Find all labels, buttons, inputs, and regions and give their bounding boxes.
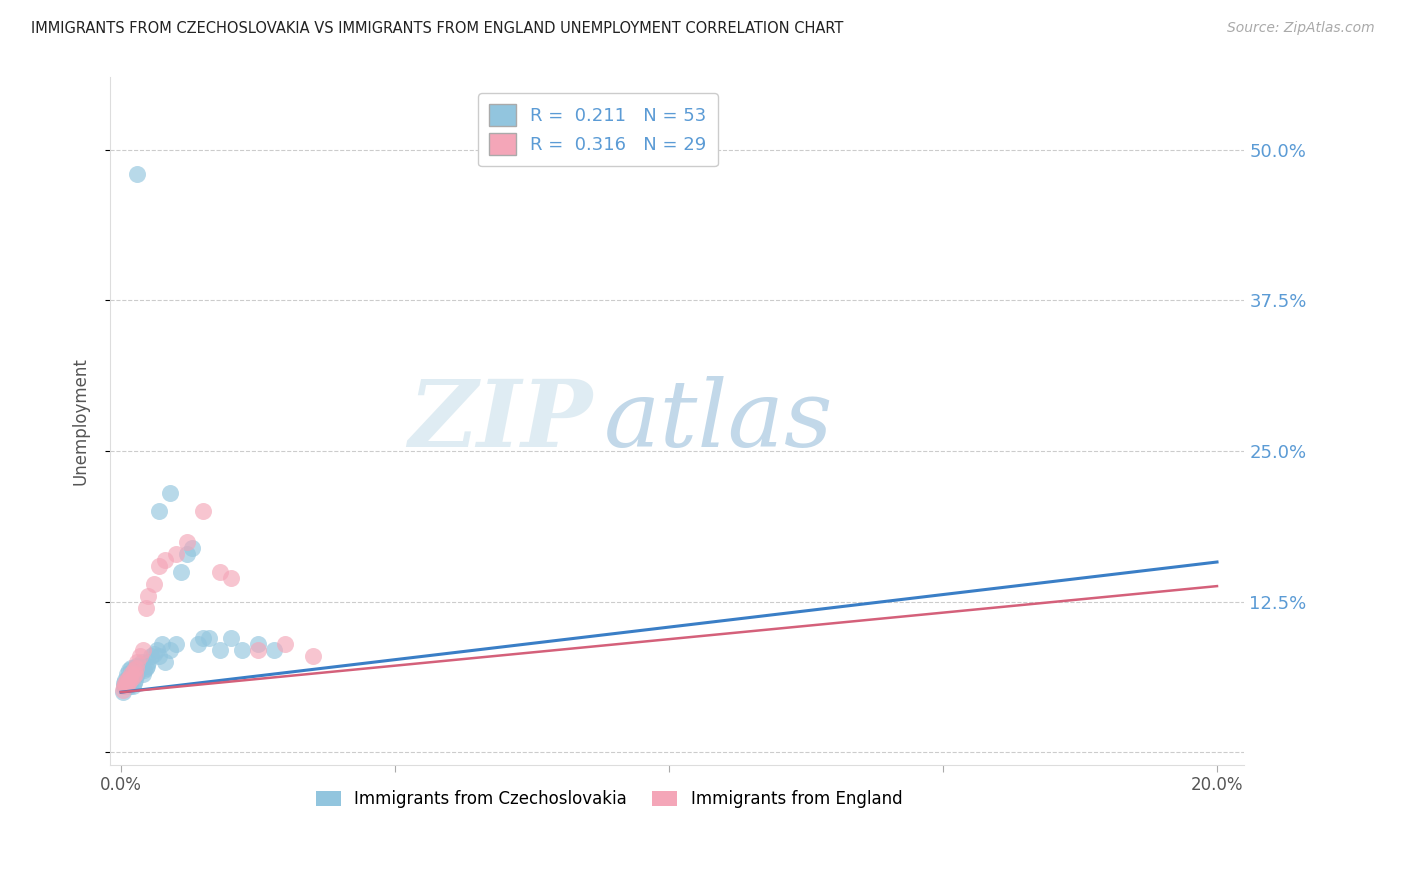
Point <box>121 669 143 683</box>
Point <box>115 678 138 692</box>
Point <box>127 655 149 669</box>
Text: Source: ZipAtlas.com: Source: ZipAtlas.com <box>1227 21 1375 36</box>
Point <box>170 565 193 579</box>
Point <box>159 486 181 500</box>
Point <box>231 643 253 657</box>
Point <box>145 643 167 657</box>
Point <box>132 664 155 678</box>
Point <box>114 675 136 690</box>
Point <box>131 655 153 669</box>
Point <box>197 631 219 645</box>
Point <box>122 664 145 678</box>
Point <box>135 661 157 675</box>
Point <box>176 547 198 561</box>
Text: IMMIGRANTS FROM CZECHOSLOVAKIA VS IMMIGRANTS FROM ENGLAND UNEMPLOYMENT CORRELATI: IMMIGRANTS FROM CZECHOSLOVAKIA VS IMMIGR… <box>31 21 844 37</box>
Point <box>120 673 142 687</box>
Point <box>219 571 242 585</box>
Point <box>112 679 135 693</box>
Point <box>115 667 138 681</box>
Point <box>193 631 215 645</box>
Point <box>153 655 176 669</box>
Point <box>176 534 198 549</box>
Point <box>165 637 187 651</box>
Point <box>112 675 135 690</box>
Point <box>117 675 139 690</box>
Point <box>114 673 136 687</box>
Point <box>120 673 142 687</box>
Point <box>118 671 141 685</box>
Point <box>247 643 270 657</box>
Point <box>141 648 163 663</box>
Point <box>118 679 141 693</box>
Point <box>136 658 159 673</box>
Point <box>148 558 170 573</box>
Point <box>129 661 152 675</box>
Point <box>124 667 146 681</box>
Point <box>301 648 323 663</box>
Point <box>142 647 165 661</box>
Text: ZIP: ZIP <box>408 376 592 466</box>
Point <box>159 643 181 657</box>
Point <box>128 664 150 678</box>
Point <box>121 679 143 693</box>
Y-axis label: Unemployment: Unemployment <box>72 357 89 485</box>
Point <box>135 600 157 615</box>
Point <box>138 589 160 603</box>
Point <box>120 661 142 675</box>
Point <box>132 667 155 681</box>
Legend: Immigrants from Czechoslovakia, Immigrants from England: Immigrants from Czechoslovakia, Immigran… <box>309 783 908 814</box>
Point <box>121 671 143 685</box>
Point <box>208 565 231 579</box>
Point <box>193 504 215 518</box>
Point <box>148 504 170 518</box>
Point <box>111 685 134 699</box>
Point <box>124 661 146 675</box>
Point <box>115 673 138 687</box>
Point <box>127 667 149 681</box>
Point <box>181 541 204 555</box>
Text: atlas: atlas <box>603 376 832 466</box>
Point <box>125 661 148 675</box>
Point <box>247 637 270 651</box>
Point <box>263 643 285 657</box>
Point <box>148 648 170 663</box>
Point <box>122 664 145 678</box>
Point <box>112 679 135 693</box>
Point <box>111 682 134 697</box>
Point <box>117 675 139 690</box>
Point <box>128 658 150 673</box>
Point <box>165 547 187 561</box>
Point <box>124 673 146 687</box>
Point <box>138 655 160 669</box>
Point <box>117 671 139 685</box>
Point <box>122 675 145 690</box>
Point <box>115 673 138 687</box>
Point <box>118 678 141 692</box>
Point <box>142 576 165 591</box>
Point <box>122 667 145 681</box>
Point <box>187 637 209 651</box>
Point <box>125 658 148 673</box>
Point <box>153 552 176 566</box>
Point <box>132 643 155 657</box>
Point <box>129 648 152 663</box>
Point <box>219 631 242 645</box>
Point <box>274 637 297 651</box>
Point <box>120 667 142 681</box>
Point <box>118 664 141 678</box>
Point <box>127 167 149 181</box>
Point <box>208 643 231 657</box>
Point <box>150 637 173 651</box>
